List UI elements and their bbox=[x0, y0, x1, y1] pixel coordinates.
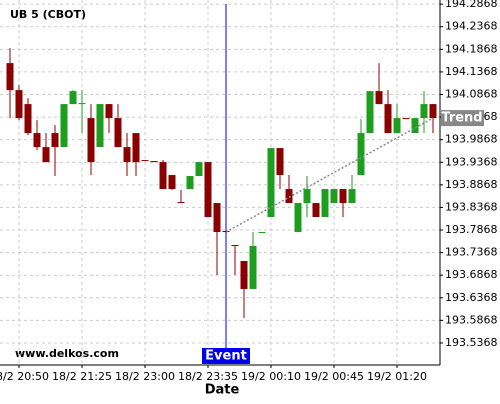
y-tick-label: 194.2868 bbox=[445, 0, 498, 10]
candle-body bbox=[312, 203, 320, 218]
y-tick-label: 193.8368 bbox=[445, 200, 498, 213]
candle-body bbox=[33, 133, 41, 148]
event-label-box bbox=[202, 348, 250, 364]
candle-body bbox=[321, 189, 329, 218]
y-tick-label: 193.6868 bbox=[445, 268, 498, 281]
candle-body bbox=[429, 104, 437, 119]
candle-body bbox=[132, 133, 140, 163]
candle-body bbox=[6, 63, 14, 91]
candle-body bbox=[240, 261, 248, 289]
watermark: www.delkos.com bbox=[15, 347, 119, 360]
x-tick-label: 19/2 00:45 bbox=[304, 370, 364, 383]
candle-body bbox=[51, 133, 59, 148]
candle-body bbox=[42, 147, 50, 163]
candle-body bbox=[123, 147, 131, 163]
candle-body bbox=[366, 91, 374, 134]
y-tick-label: 193.5868 bbox=[445, 313, 498, 326]
x-axis-title: Date bbox=[205, 383, 240, 398]
candle-body bbox=[159, 162, 167, 190]
candle-body bbox=[393, 118, 401, 134]
y-tick-label: 194.2368 bbox=[445, 20, 498, 33]
candle-body bbox=[420, 104, 428, 119]
candle-body bbox=[303, 189, 311, 204]
x-tick-label: 18/2 23:00 bbox=[115, 370, 175, 383]
candle-body bbox=[168, 175, 176, 190]
chart-title: UB 5 (CBOT) bbox=[10, 8, 86, 21]
y-tick-label: 194.1868 bbox=[445, 42, 498, 55]
y-tick-label: 193.9368 bbox=[445, 155, 498, 168]
candle-body bbox=[150, 161, 158, 163]
candle-body bbox=[114, 118, 122, 148]
candle-body bbox=[330, 189, 338, 204]
candle-body bbox=[285, 189, 293, 204]
x-tick-label: 19/2 01:20 bbox=[367, 370, 427, 383]
candle-body bbox=[141, 160, 149, 162]
candle-body bbox=[213, 203, 221, 233]
candle-body bbox=[15, 90, 23, 119]
candle-body bbox=[204, 162, 212, 218]
y-tick-label: 193.7368 bbox=[445, 246, 498, 259]
trend-label: Trend bbox=[441, 111, 482, 126]
y-tick-label: 194.1368 bbox=[445, 65, 498, 78]
candle-body bbox=[177, 202, 185, 204]
x-tick-label: 18/2 23:35 bbox=[178, 370, 238, 383]
candle-body bbox=[294, 203, 302, 233]
candle-body bbox=[249, 246, 257, 289]
candle-body bbox=[375, 91, 383, 105]
y-tick-label: 194.0868 bbox=[445, 88, 498, 101]
candle-body bbox=[258, 232, 266, 234]
candle-body bbox=[357, 133, 365, 176]
x-tick-label: 18/2 21:25 bbox=[52, 370, 112, 383]
y-tick-label: 193.5368 bbox=[445, 336, 498, 349]
candle-body bbox=[69, 91, 77, 105]
y-tick-label: 193.6368 bbox=[445, 291, 498, 304]
y-tick-label: 193.8868 bbox=[445, 178, 498, 191]
candle-body bbox=[339, 189, 347, 204]
candle-body bbox=[60, 104, 68, 148]
trend-label-box bbox=[441, 110, 484, 127]
x-tick-label: 19/2 00:10 bbox=[241, 370, 301, 383]
candle-body bbox=[411, 118, 419, 134]
candle-body bbox=[195, 162, 203, 177]
candle-body bbox=[24, 104, 32, 134]
y-tick-label: 193.9868 bbox=[445, 133, 498, 146]
candle-body bbox=[105, 104, 113, 119]
candle-body bbox=[186, 176, 194, 190]
event-label: Event bbox=[205, 349, 247, 364]
candle-body bbox=[348, 189, 356, 204]
x-tick-label: 18/2 20:50 bbox=[0, 370, 49, 383]
y-tick-label: 193.7868 bbox=[445, 223, 498, 236]
candle-body bbox=[276, 148, 284, 176]
candle-body bbox=[78, 103, 86, 105]
candle-body bbox=[402, 118, 410, 120]
candle-body bbox=[96, 104, 104, 148]
trend-line bbox=[225, 117, 434, 233]
candle-body bbox=[87, 118, 95, 163]
candle-body bbox=[267, 148, 275, 218]
candle-body bbox=[231, 245, 239, 247]
candle-body bbox=[384, 104, 392, 134]
